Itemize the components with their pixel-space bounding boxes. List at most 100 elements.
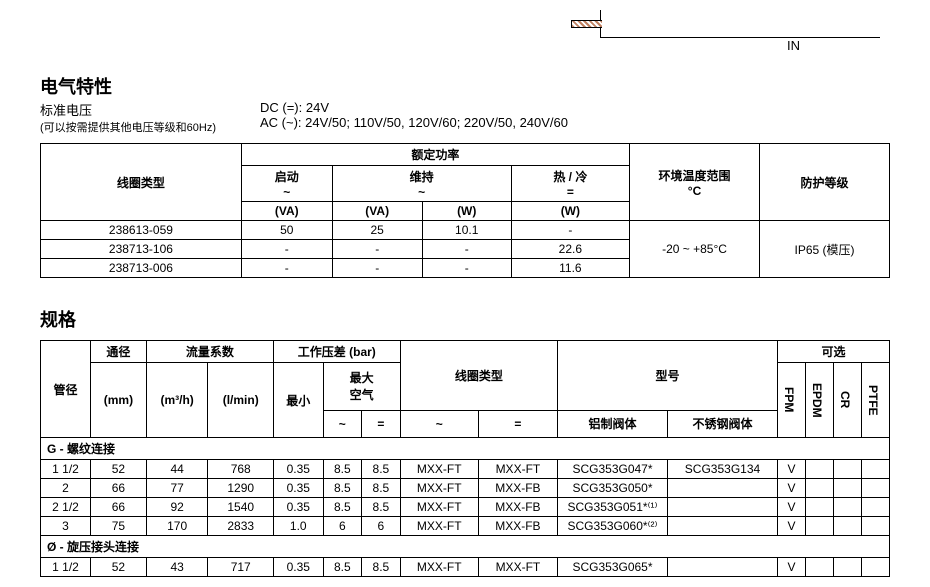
table-cell: 1 1/2	[41, 460, 91, 479]
table-cell: 22.6	[511, 240, 629, 259]
hdr-fpm: FPM	[782, 365, 796, 435]
hdr-al-body: 铝制阀体	[558, 410, 668, 437]
table-cell: SCG353G050*	[558, 479, 668, 498]
hdr-flow: 流量系数	[146, 341, 273, 363]
table-cell	[834, 460, 862, 479]
diagram-in-label: IN	[40, 38, 890, 53]
hdr-min: 最小	[273, 363, 323, 438]
table-cell: 0.35	[273, 558, 323, 577]
table-cell: 1.0	[273, 517, 323, 536]
table-cell: 1290	[208, 479, 274, 498]
table-cell: 50	[241, 221, 332, 240]
hdr-wp: 工作压差 (bar)	[273, 341, 400, 363]
table-cell: MXX-FB	[478, 517, 557, 536]
hdr-max-t: ~	[323, 410, 362, 437]
table-cell: 8.5	[323, 558, 362, 577]
table-cell: 8.5	[362, 558, 401, 577]
hdr-cr: CR	[838, 365, 852, 435]
table-cell	[834, 479, 862, 498]
table-cell: 8.5	[362, 460, 401, 479]
hdr-pipe: 管径	[41, 341, 91, 438]
electrical-table: 线圈类型 额定功率 环境温度范围 °C 防护等级 启动~ 维持~ 热 / 冷= …	[40, 143, 890, 278]
hdr-max-e: =	[362, 410, 401, 437]
table-cell: 2	[41, 479, 91, 498]
table-cell: -	[511, 221, 629, 240]
table-cell	[668, 558, 778, 577]
table-cell: 1540	[208, 498, 274, 517]
hdr-hold: 维持~	[332, 166, 511, 202]
table-cell: 8.5	[323, 460, 362, 479]
std-voltage-label: 标准电压	[40, 100, 260, 119]
table-cell: MXX-FT	[400, 558, 478, 577]
table-cell: MXX-FB	[478, 479, 557, 498]
table-cell	[806, 479, 834, 498]
table-cell: MXX-FT	[478, 460, 557, 479]
table-cell: 10.1	[422, 221, 511, 240]
hdr-ct-e: =	[478, 410, 557, 437]
hdr-coil-type: 线圈类型	[41, 144, 242, 221]
table-cell: V	[778, 498, 806, 517]
table-cell: MXX-FB	[478, 498, 557, 517]
hdr-va2: (VA)	[332, 202, 422, 221]
table-cell: V	[778, 460, 806, 479]
table-cell: V	[778, 558, 806, 577]
table-cell: 2833	[208, 517, 274, 536]
table-cell	[834, 558, 862, 577]
table-cell: MXX-FT	[400, 517, 478, 536]
ip-val: IP65 (模压)	[760, 221, 890, 278]
hdr-w2: (W)	[511, 202, 629, 221]
table-cell	[668, 479, 778, 498]
table-cell: 238613-059	[41, 221, 242, 240]
table-cell: 170	[146, 517, 208, 536]
table-cell: 238713-106	[41, 240, 242, 259]
hdr-va1: (VA)	[241, 202, 332, 221]
table-cell: 92	[146, 498, 208, 517]
table-cell: 75	[91, 517, 147, 536]
table-cell: 6	[362, 517, 401, 536]
table-cell: SCG353G134	[668, 460, 778, 479]
table-cell: 3	[41, 517, 91, 536]
hdr-start: 启动~	[241, 166, 332, 202]
table-cell: -	[241, 240, 332, 259]
table-cell	[862, 498, 890, 517]
table-cell: 8.5	[323, 498, 362, 517]
table-cell	[668, 517, 778, 536]
table-cell	[862, 460, 890, 479]
table-cell	[806, 558, 834, 577]
table-cell: 2 1/2	[41, 498, 91, 517]
hdr-mm: (mm)	[91, 363, 147, 438]
section-row: G - 螺纹连接	[41, 438, 890, 460]
table-cell	[806, 460, 834, 479]
section-row: Ø - 旋压接头连接	[41, 536, 890, 558]
dc-line: DC (=): 24V	[260, 100, 890, 115]
table-cell: 52	[91, 558, 147, 577]
table-cell: -	[422, 259, 511, 278]
hdr-rated-power: 额定功率	[241, 144, 629, 166]
table-cell: 52	[91, 460, 147, 479]
table-cell: 66	[91, 498, 147, 517]
table-cell	[862, 517, 890, 536]
hdr-m3h: (m³/h)	[146, 363, 208, 438]
table-cell: -	[332, 240, 422, 259]
table-cell: 0.35	[273, 498, 323, 517]
table-cell: 11.6	[511, 259, 629, 278]
table-cell: 768	[208, 460, 274, 479]
hdr-opt: 可选	[778, 341, 890, 363]
hdr-lmin: (l/min)	[208, 363, 274, 438]
table-cell: 238713-006	[41, 259, 242, 278]
spec-table: 管径 通径 流量系数 工作压差 (bar) 线圈类型 型号 可选 (mm) (m…	[40, 340, 890, 577]
diagram-fragment	[600, 10, 880, 38]
table-cell	[862, 479, 890, 498]
table-cell: 8.5	[362, 479, 401, 498]
table-cell: SCG353G065*	[558, 558, 668, 577]
table-cell: SCG353G060*⁽²⁾	[558, 517, 668, 536]
hdr-ct-t: ~	[400, 410, 478, 437]
table-cell	[834, 517, 862, 536]
hdr-ss-body: 不锈钢阀体	[668, 410, 778, 437]
hdr-max: 最大空气	[323, 363, 400, 411]
table-cell: -	[332, 259, 422, 278]
table-cell	[806, 498, 834, 517]
table-cell: 6	[323, 517, 362, 536]
hdr-bore: 通径	[91, 341, 147, 363]
table-cell	[862, 558, 890, 577]
